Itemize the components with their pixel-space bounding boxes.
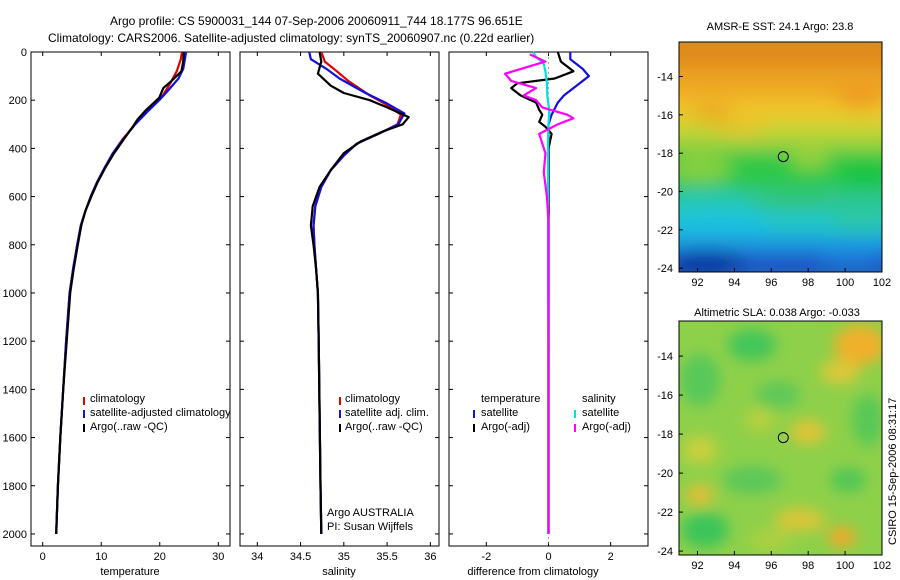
legend-label-sal-satellite: satellite: [582, 407, 619, 419]
sst-map-title: AMSR-E SST: 24.1 Argo: 23.8: [707, 21, 854, 33]
y-tick-label: 0: [21, 47, 27, 59]
legend-label-temp-satellite: satellite: [481, 407, 518, 419]
temperature-panel: 0 10 20 30 0 200 400 600 800 1000 1200 1400 1600 1800…: [3, 47, 232, 578]
map-x-tick-label: 96: [765, 560, 777, 572]
x-tick-label: 30: [212, 551, 224, 563]
salinity-legend: climatology satellite adj. clim. Argo(..…: [339, 393, 429, 433]
legend-label-climatology: climatology: [90, 393, 146, 405]
series-climatology: [55, 51, 184, 535]
y-tick-label: 1600: [3, 433, 27, 445]
sla-argo-position-marker: [777, 432, 789, 444]
salinity-panel: 34 34.5 35 35.5 36 salinity climatology sate…: [239, 51, 440, 578]
series-sal-argo: [503, 53, 575, 534]
x-tick-label: 36: [424, 551, 436, 563]
salinity-axes-frame: [239, 51, 440, 547]
legend-label-satellite: satellite adj. clim.: [345, 407, 429, 419]
series-temp-argo: [510, 51, 575, 534]
float-pi: PI: Susan Wijffels: [327, 521, 413, 533]
sst-argo-position-marker: [777, 151, 789, 163]
legend-header-temperature: temperature: [481, 393, 540, 405]
map-y-tick-label: -18: [657, 429, 673, 441]
legend-label-satellite: satellite-adjusted climatology: [90, 407, 231, 419]
series-climatology: [312, 51, 402, 535]
map-y-tick-label: -22: [657, 225, 673, 237]
y-tick-label: 400: [9, 143, 27, 155]
y-tick-label: 200: [9, 95, 27, 107]
map-x-tick-label: 100: [836, 560, 854, 572]
sst-map-frame: [678, 41, 883, 273]
map-x-tick-label: 92: [691, 560, 703, 572]
legend-label-climatology: climatology: [345, 393, 401, 405]
y-tick-label: 600: [9, 192, 27, 204]
salinity-xlabel: salinity: [322, 566, 356, 578]
y-tick-label: 800: [9, 240, 27, 252]
temperature-xlabel: temperature: [100, 566, 159, 578]
series-temp-satellite: [547, 52, 591, 534]
map-y-tick-label: -20: [657, 187, 673, 199]
map-y-tick-label: -16: [657, 390, 673, 402]
credit-timestamp: CSIRO 15-Sep-2006 08:31:17: [887, 398, 899, 545]
x-tick-label: 34: [251, 551, 263, 563]
sst-map-panel: AMSR-E SST: 24.1 Argo: 23.8: [657, 21, 891, 289]
x-tick-label: 35: [338, 551, 350, 563]
map-y-tick-label: -24: [657, 263, 673, 275]
x-tick-label: 2: [608, 551, 614, 563]
map-y-tick-label: -20: [657, 468, 673, 480]
legend-label-argo: Argo(..raw -QC): [90, 421, 168, 433]
sst-field: [679, 42, 882, 272]
map-y-tick-label: -14: [657, 351, 673, 363]
x-tick-label: -2: [481, 551, 491, 563]
series-argo: [55, 51, 185, 535]
y-tick-label: 1800: [3, 481, 27, 493]
legend-label-argo: Argo(..raw -QC): [345, 421, 423, 433]
legend-label-temp-argo: Argo(-adj): [481, 421, 530, 433]
map-x-tick-label: 98: [802, 277, 814, 289]
map-x-tick-label: 98: [802, 560, 814, 572]
map-y-tick-label: -14: [657, 72, 673, 84]
map-y-tick-label: -24: [657, 546, 673, 558]
y-tick-label: 2000: [3, 529, 27, 541]
map-x-tick-label: 94: [728, 560, 740, 572]
map-x-tick-label: 102: [873, 277, 891, 289]
map-y-tick-label: -18: [657, 148, 673, 160]
x-tick-label: 34.5: [290, 551, 311, 563]
difference-panel: -2 0 2 difference from climatology tempera…: [448, 51, 649, 578]
float-owner: Argo AUSTRALIA: [327, 507, 414, 519]
series-argo: [309, 51, 410, 535]
sla-map-title: Altimetric SLA: 0.038 Argo: -0.033: [694, 307, 860, 319]
sla-map-panel: Altimetric SLA: 0.038 Argo: -0.033: [657, 307, 891, 572]
legend-header-salinity: salinity: [582, 393, 616, 405]
map-y-tick-label: -22: [657, 507, 673, 519]
figure-title-line2: Climatology: CARS2006. Satellite-adjuste…: [48, 31, 534, 45]
x-tick-label: 0: [545, 551, 551, 563]
map-x-tick-label: 94: [728, 277, 740, 289]
sla-map-frame: [678, 320, 883, 556]
map-y-tick-label: -16: [657, 110, 673, 122]
temperature-legend: climatology satellite-adjusted climatolo…: [83, 393, 231, 433]
y-tick-label: 1400: [3, 384, 27, 396]
temperature-axes-frame: [30, 51, 231, 547]
x-tick-label: 20: [154, 551, 166, 563]
legend-label-sal-argo: Argo(-adj): [582, 421, 631, 433]
map-x-tick-label: 100: [836, 277, 854, 289]
map-x-tick-label: 96: [765, 277, 777, 289]
series-satellite: [55, 51, 188, 535]
x-tick-label: 10: [95, 551, 107, 563]
map-x-tick-label: 92: [691, 277, 703, 289]
x-tick-label: 35.5: [376, 551, 397, 563]
difference-xlabel: difference from climatology: [467, 566, 599, 578]
y-tick-label: 1200: [3, 336, 27, 348]
y-tick-label: 1000: [3, 288, 27, 300]
figure-title-line1: Argo profile: CS 5900031_144 07-Sep-2006…: [110, 14, 523, 28]
series-satellite: [308, 51, 406, 535]
x-tick-label: 0: [40, 551, 46, 563]
sla-field: [679, 321, 882, 555]
map-x-tick-label: 102: [873, 560, 891, 572]
difference-legend: temperature satellite Argo(-adj) salinit…: [473, 393, 631, 433]
